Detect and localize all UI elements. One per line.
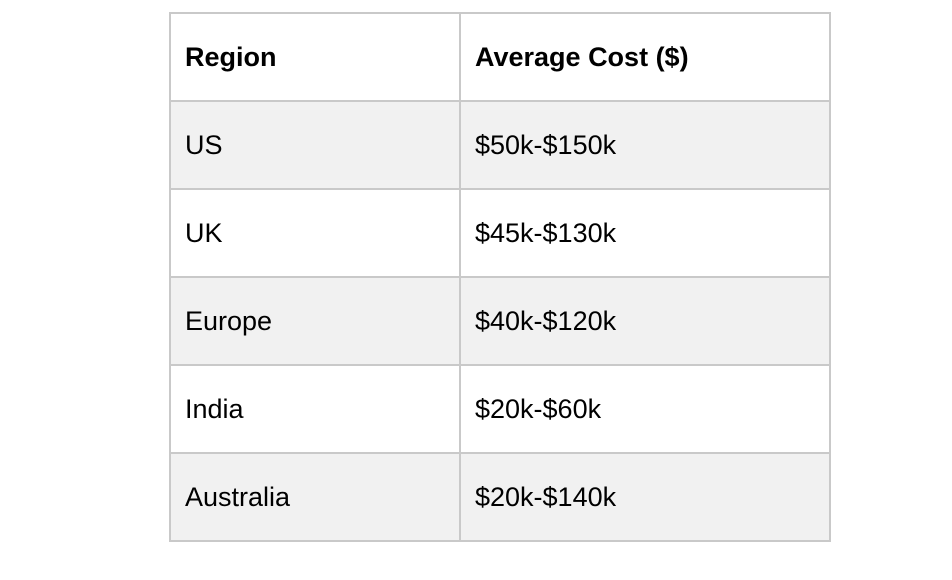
cell-cost: $50k-$150k bbox=[459, 100, 831, 190]
cell-cost: $20k-$60k bbox=[459, 364, 831, 454]
cell-region: UK bbox=[169, 188, 461, 278]
table-row: US $50k-$150k bbox=[169, 100, 831, 190]
table-row: Europe $40k-$120k bbox=[169, 276, 831, 366]
table-row: Australia $20k-$140k bbox=[169, 452, 831, 542]
cell-cost: $20k-$140k bbox=[459, 452, 831, 542]
cell-region: Australia bbox=[169, 452, 461, 542]
header-region: Region bbox=[169, 12, 461, 102]
header-average-cost: Average Cost ($) bbox=[459, 12, 831, 102]
table-header-row: Region Average Cost ($) bbox=[169, 12, 831, 102]
cell-region: US bbox=[169, 100, 461, 190]
cell-cost: $40k-$120k bbox=[459, 276, 831, 366]
region-cost-table: Region Average Cost ($) US $50k-$150k UK… bbox=[169, 12, 831, 542]
table-row: India $20k-$60k bbox=[169, 364, 831, 454]
cell-region: Europe bbox=[169, 276, 461, 366]
cell-cost: $45k-$130k bbox=[459, 188, 831, 278]
table-row: UK $45k-$130k bbox=[169, 188, 831, 278]
cell-region: India bbox=[169, 364, 461, 454]
